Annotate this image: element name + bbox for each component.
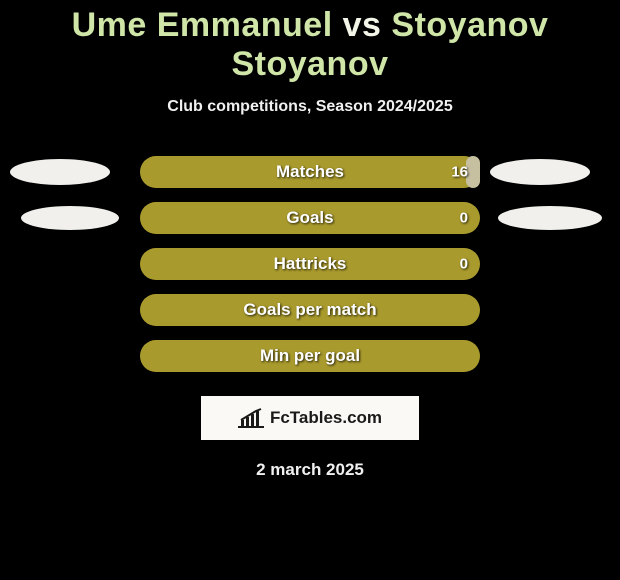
stat-label: Hattricks	[274, 254, 347, 274]
stat-bar: Min per goal	[140, 340, 480, 372]
stat-row: Goals 0	[0, 202, 620, 234]
title-vs: vs	[343, 6, 382, 44]
page-title: Ume Emmanuel vs Stoyanov Stoyanov	[0, 6, 620, 84]
stat-label: Matches	[276, 162, 344, 182]
stat-row: Min per goal	[0, 340, 620, 372]
stat-row: Matches 16	[0, 156, 620, 188]
stat-bar: Hattricks 0	[140, 248, 480, 280]
stat-bar: Goals per match	[140, 294, 480, 326]
chart-icon	[238, 408, 264, 428]
left-blob	[10, 159, 110, 185]
right-blob	[498, 206, 602, 230]
stat-value: 16	[451, 164, 468, 181]
right-blob	[490, 159, 590, 185]
stats-rows: Matches 16 Goals 0 Hattricks 0 Goals per match…	[0, 156, 620, 372]
stat-label: Goals	[286, 208, 333, 228]
stat-bar: Matches 16	[140, 156, 480, 188]
brand-badge: FcTables.com	[201, 396, 419, 440]
player1-name: Ume Emmanuel	[72, 6, 333, 44]
comparison-graphic: Ume Emmanuel vs Stoyanov Stoyanov Club c…	[0, 0, 620, 580]
left-blob	[21, 206, 119, 230]
stat-bar: Goals 0	[140, 202, 480, 234]
brand-text: FcTables.com	[270, 408, 382, 428]
stat-label: Min per goal	[260, 346, 360, 366]
stat-label: Goals per match	[243, 300, 376, 320]
stat-row: Hattricks 0	[0, 248, 620, 280]
stat-value: 0	[460, 210, 468, 227]
stat-value: 0	[460, 256, 468, 273]
date-line: 2 march 2025	[0, 460, 620, 480]
stat-row: Goals per match	[0, 294, 620, 326]
bar-fill	[466, 156, 480, 188]
subtitle: Club competitions, Season 2024/2025	[0, 98, 620, 116]
